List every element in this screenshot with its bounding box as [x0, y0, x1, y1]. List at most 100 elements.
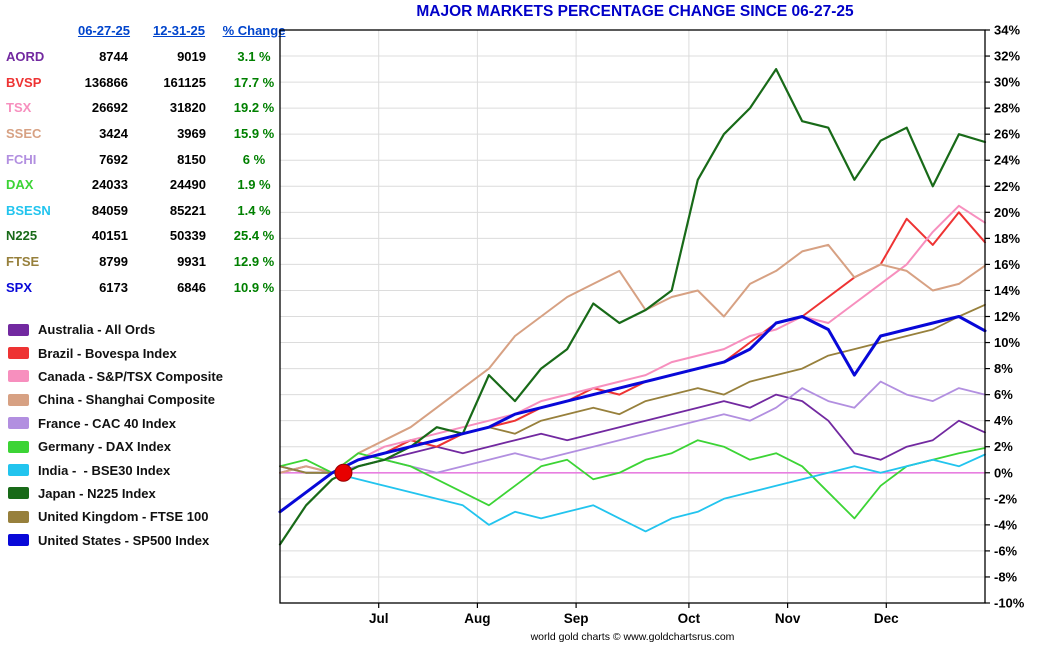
percent-change-value: 25.4 % — [233, 228, 275, 244]
percent-change-value: 12.9 % — [233, 254, 275, 270]
y-axis-label: 18% — [994, 231, 1020, 246]
y-axis-label: 10% — [994, 335, 1020, 350]
table-row: N225 40151 50339 25.4 % — [4, 223, 292, 249]
end-value: 50339 — [169, 228, 206, 244]
legend-label: Germany - DAX Index — [38, 439, 171, 455]
end-value: 8150 — [177, 151, 206, 167]
market-table-header: 06-27-25 12-31-25 % Change — [4, 16, 292, 44]
end-value: 3969 — [177, 126, 206, 142]
end-value: 31820 — [169, 100, 206, 116]
end-value: 85221 — [169, 202, 206, 218]
start-value: 8744 — [99, 49, 128, 65]
y-axis-label: 12% — [994, 309, 1020, 324]
percent-change-value: 1.4 % — [237, 202, 271, 218]
start-value: 8799 — [99, 254, 128, 270]
y-axis-label: -10% — [994, 596, 1025, 611]
legend-item: China - Shanghai Composite — [8, 388, 223, 411]
y-axis-label: 26% — [994, 127, 1020, 142]
x-axis-label: Nov — [775, 611, 801, 626]
start-value: 40151 — [91, 228, 128, 244]
symbol-label: DAX — [6, 177, 34, 193]
legend-swatch — [8, 323, 29, 336]
header-percent-change: % Change — [222, 22, 286, 38]
start-value: 6173 — [99, 279, 128, 295]
x-axis-label: Dec — [874, 611, 899, 626]
legend-label: France - CAC 40 Index — [38, 415, 176, 431]
legend-label: Australia - All Ords — [38, 322, 156, 338]
percent-change-value: 17.7 % — [233, 74, 275, 90]
page-title: MAJOR MARKETS PERCENTAGE CHANGE SINCE 06… — [416, 3, 854, 20]
series-line-SPX — [278, 315, 987, 514]
legend-label: Brazil - Bovespa Index — [38, 345, 177, 361]
y-axis-label: 4% — [994, 413, 1013, 428]
y-axis-label: 2% — [994, 439, 1013, 454]
legend-swatch — [8, 510, 29, 523]
legend-swatch — [8, 370, 29, 383]
symbol-label: SPX — [6, 279, 33, 295]
start-marker-dot — [334, 463, 353, 482]
table-row: DAX 24033 24490 1.9 % — [4, 172, 292, 198]
start-value: 24033 — [91, 177, 128, 193]
start-value: 136866 — [84, 74, 128, 90]
table-row: BSESN 84059 85221 1.4 % — [4, 198, 292, 224]
legend-label: United Kingdom - FTSE 100 — [38, 509, 209, 525]
y-axis-label: -6% — [994, 543, 1018, 558]
end-value: 24490 — [169, 177, 206, 193]
y-axis-label: 30% — [994, 75, 1020, 90]
legend-swatch — [8, 534, 29, 547]
percent-change-value: 10.9 % — [233, 279, 275, 295]
symbol-label: BVSP — [6, 74, 42, 90]
table-row: AORD 8744 9019 3.1 % — [4, 44, 292, 70]
legend-item: India - - BSE30 Index — [8, 458, 223, 481]
end-value: 6846 — [177, 279, 206, 295]
legend-swatch — [8, 487, 29, 500]
chart-legend: Australia - All Ords Brazil - Bovespa Ind… — [8, 318, 223, 552]
legend-label: Japan - N225 Index — [38, 485, 156, 501]
legend-item: United States - SP500 Index — [8, 529, 223, 552]
table-row: FTSE 8799 9931 12.9 % — [4, 249, 292, 275]
y-axis-label: 14% — [994, 283, 1020, 298]
series-line-DAX — [279, 439, 986, 520]
legend-item: Australia - All Ords — [8, 318, 223, 341]
table-row: TSX 26692 31820 19.2 % — [4, 95, 292, 121]
y-axis-label: 34% — [994, 23, 1020, 38]
series-line-N225 — [278, 67, 987, 546]
series-line-TSX — [279, 204, 986, 474]
legend-label: India - - BSE30 Index — [38, 462, 171, 478]
table-row: FCHI 7692 8150 6 % — [4, 146, 292, 172]
percent-change-value: 6 % — [242, 151, 266, 167]
legend-label: United States - SP500 Index — [38, 532, 210, 548]
x-axis-label: Oct — [678, 611, 701, 626]
market-table-rows: AORD 8744 9019 3.1 % BVSP 136866 161125 17.7 % T… — [4, 44, 292, 300]
percent-change-value: 19.2 % — [233, 100, 275, 116]
legend-swatch — [8, 464, 29, 477]
start-value: 7692 — [99, 151, 128, 167]
table-row: BVSP 136866 161125 17.7 % — [4, 70, 292, 96]
table-row: SPX 6173 6846 10.9 % — [4, 274, 292, 300]
legend-item: France - CAC 40 Index — [8, 412, 223, 435]
x-axis-label: Sep — [564, 611, 589, 626]
legend-item: United Kingdom - FTSE 100 — [8, 505, 223, 528]
legend-item: Canada - S&P/TSX Composite — [8, 365, 223, 388]
legend-item: Brazil - Bovespa Index — [8, 341, 223, 364]
series-line-AORD — [279, 393, 986, 474]
percent-change-value: 3.1 % — [237, 49, 271, 65]
y-axis-label: 32% — [994, 49, 1020, 64]
y-axis-label: 28% — [994, 101, 1020, 116]
x-axis-label: Aug — [464, 611, 490, 626]
legend-swatch — [8, 393, 29, 406]
x-axis-label: Jul — [369, 611, 389, 626]
legend-item: Germany - DAX Index — [8, 435, 223, 458]
legend-label: China - Shanghai Composite — [38, 392, 215, 408]
series-line-SSEC — [279, 243, 986, 474]
end-value: 9931 — [177, 254, 206, 270]
legend-swatch — [8, 440, 29, 453]
table-row: SSEC 3424 3969 15.9 % — [4, 121, 292, 147]
percent-change-value: 15.9 % — [233, 126, 275, 142]
chart-footer: world gold charts © www.goldchartsrus.co… — [530, 631, 735, 643]
symbol-label: BSESN — [6, 202, 51, 218]
legend-swatch — [8, 347, 29, 360]
y-axis-label: 20% — [994, 205, 1020, 220]
header-end-date: 12-31-25 — [152, 22, 206, 38]
